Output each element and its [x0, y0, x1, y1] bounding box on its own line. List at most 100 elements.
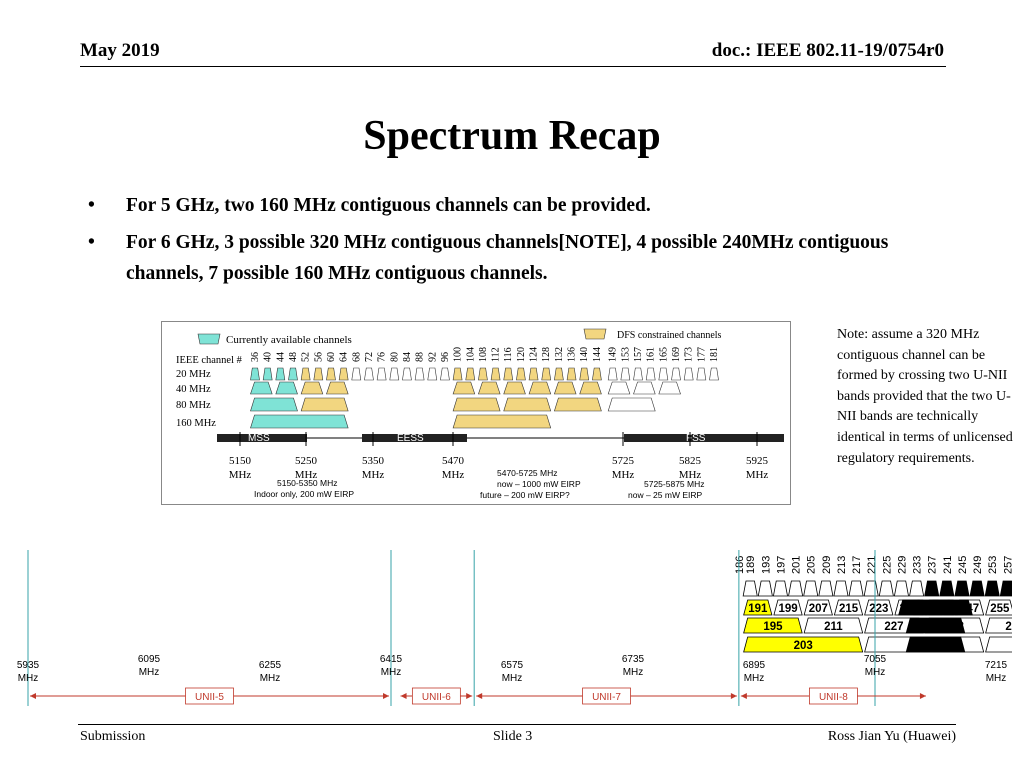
channel-80mhz-label: 227 [884, 621, 903, 633]
channel-40mhz-block [579, 381, 602, 395]
channel-20mhz-block [376, 367, 387, 381]
channel-number-label: 144 [592, 347, 603, 362]
channel-number-label: 76 [377, 352, 388, 362]
row-label-20mhz: 20 MHz [176, 369, 211, 380]
band-arrow-right [730, 693, 737, 699]
bullet-dot: • [88, 195, 95, 216]
channel-number-label: 64 [339, 352, 350, 362]
mss-bar [217, 434, 307, 442]
frequency-label: 5825 [679, 455, 702, 467]
channel-number-label: 60 [326, 352, 337, 362]
channel-number-label: 56 [313, 352, 324, 362]
channel-20mhz-block [414, 367, 425, 381]
channel-20mhz-block [984, 580, 1000, 597]
channel-20mhz-block [326, 367, 336, 381]
channel-20mhz-block [465, 367, 476, 381]
frequency-label: 5150 [229, 455, 252, 467]
channel-20mhz-label: 237 [927, 556, 939, 574]
slide-title: Spectrum Recap [363, 113, 661, 159]
channel-40mhz-block [803, 599, 833, 616]
channel-20mhz-block [788, 580, 804, 597]
frequency-label: 6895 [743, 660, 766, 671]
channel-20mhz-block [351, 367, 362, 381]
channel-40mhz-block [743, 599, 773, 616]
channel-number-label: 128 [541, 347, 552, 362]
channel-80mhz-block [743, 617, 803, 634]
band-arrow-right [466, 693, 473, 699]
channel-20mhz-block [554, 367, 564, 381]
channel-80mhz-block [607, 397, 656, 412]
row-label-80mhz: 80 MHz [176, 400, 211, 411]
footer-submission: Submission [80, 729, 146, 744]
channel-number-label: 161 [646, 347, 657, 362]
channel-number-label: 157 [633, 347, 644, 362]
frequency-unit: MHz [18, 673, 39, 684]
frequency-label: 5935 [17, 660, 40, 671]
channel-20mhz-label: 241 [942, 556, 954, 574]
channel-20mhz-block [427, 367, 438, 381]
channel-20mhz-block [288, 367, 298, 381]
side-note: Note: assume a 320 MHz contiguous channe… [837, 327, 1013, 466]
band-arrow-right [919, 693, 926, 699]
channel-number-label: 116 [503, 347, 514, 362]
channel-number-label: 136 [567, 347, 578, 362]
channel-20mhz-label: 201 [791, 556, 803, 574]
channel-number-label: 72 [364, 352, 375, 362]
channel-number-label: 173 [684, 347, 695, 362]
fss-bar [624, 434, 784, 442]
regulatory-note: 5725-5875 MHz [644, 479, 704, 489]
channel-20mhz-block [592, 367, 602, 381]
channel-20mhz-block [490, 367, 501, 381]
channel-40mhz-block [478, 381, 501, 395]
frequency-label: 5470 [442, 455, 465, 467]
band-arrow-left [30, 693, 36, 699]
channel-20mhz-block [757, 580, 773, 597]
legend-dfs-swatch [583, 328, 607, 340]
channel-40mhz-block [250, 381, 273, 395]
channel-40mhz-block [633, 381, 656, 395]
channel-20mhz-label: 205 [806, 556, 818, 574]
channel-20mhz-block [579, 367, 590, 381]
frequency-unit: MHz [623, 667, 644, 678]
channel-40mhz-label: 223 [869, 603, 888, 615]
band-arrow-right [383, 693, 389, 699]
channel-20mhz-block [999, 580, 1012, 597]
channel-number-label: 100 [453, 347, 464, 362]
channel-20mhz-block [440, 367, 450, 381]
header-rule [80, 66, 946, 67]
band-label: UNII-7 [592, 692, 621, 703]
channel-20mhz-block [566, 367, 577, 381]
channel-number-label: 92 [427, 352, 438, 362]
channel-20mhz-block [338, 367, 349, 381]
band-label: UNII-8 [819, 692, 848, 703]
channel-20mhz-label: 213 [836, 556, 848, 574]
channel-20mhz-label: 225 [881, 556, 893, 574]
channel-80mhz-block [452, 397, 501, 412]
frequency-unit: MHz [442, 469, 465, 481]
regulatory-note: now – 25 mW EIRP [628, 490, 702, 500]
channel-20mhz-block [709, 367, 719, 381]
channel-number-label: 48 [288, 352, 299, 362]
channel-20mhz-block [402, 367, 412, 381]
channel-20mhz-block [863, 580, 879, 597]
regulatory-note: future – 200 mW EIRP? [480, 490, 570, 500]
frequency-label: 6095 [138, 654, 161, 665]
channel-number-label: 104 [465, 347, 476, 362]
frequency-label: 6575 [501, 660, 524, 671]
eess-bar [362, 434, 467, 442]
channel-20mhz-block [262, 367, 273, 381]
bullet-dot: • [88, 232, 95, 253]
frequency-label: 6415 [380, 654, 403, 665]
channel-80mhz-block [985, 617, 1012, 634]
frequency-unit: MHz [229, 469, 252, 481]
channel-20mhz-block [833, 580, 849, 597]
channel-20mhz-block [939, 580, 955, 597]
legend-dfs-label: DFS constrained channels [617, 330, 722, 341]
bullet-item: • For 6 GHz, 3 possible 320 MHz contiguou… [88, 227, 948, 289]
channel-number-label: 80 [389, 352, 400, 362]
channel-20mhz-block [620, 367, 631, 381]
channel-40mhz-label: 207 [809, 603, 828, 615]
channel-40mhz-block [658, 381, 681, 395]
channel-80mhz-block [803, 617, 864, 634]
frequency-unit: MHz [260, 673, 281, 684]
